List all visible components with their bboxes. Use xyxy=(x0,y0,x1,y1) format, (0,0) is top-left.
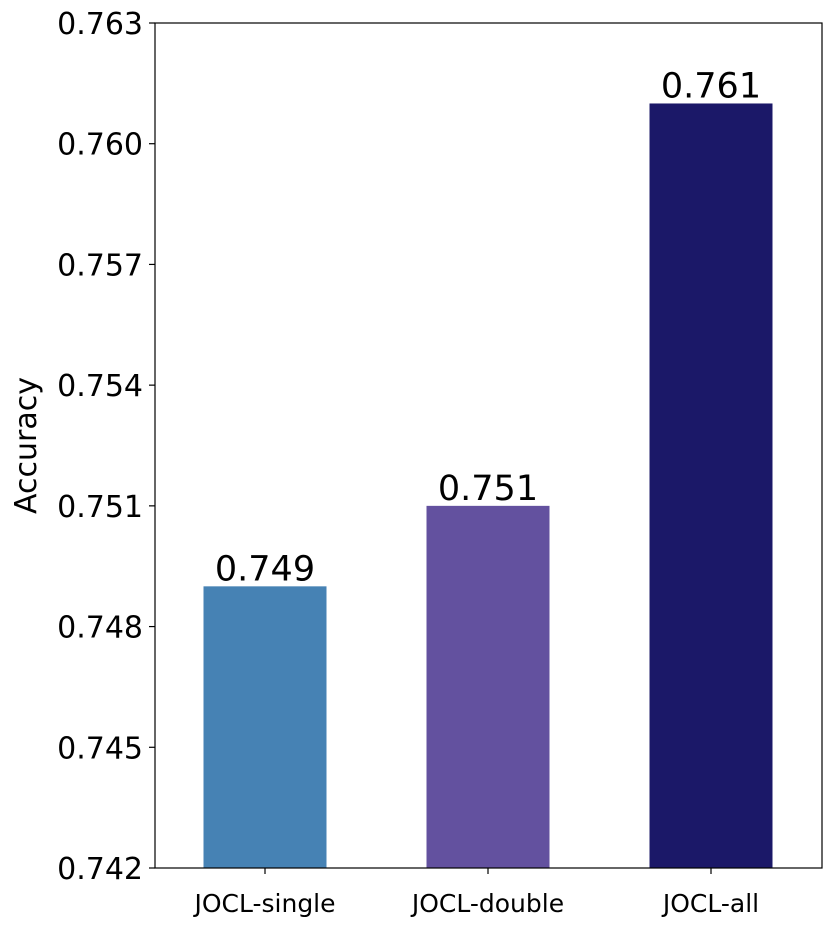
x-tick-label: JOCL-all xyxy=(661,889,759,918)
y-tick-label: 0.757 xyxy=(57,248,143,283)
bar-jocl-single xyxy=(203,586,327,868)
y-tick-label: 0.742 xyxy=(57,852,143,887)
bar-jocl-double xyxy=(426,505,550,868)
y-tick-label: 0.763 xyxy=(57,7,143,42)
x-tick-label: JOCL-double xyxy=(410,889,564,918)
value-labels: 0.749 0.751 0.761 xyxy=(215,66,761,589)
y-tick-label: 0.754 xyxy=(57,369,143,404)
y-axis-title: Accuracy xyxy=(9,377,44,514)
y-tick-label: 0.751 xyxy=(57,490,143,525)
x-axis-labels: JOCL-single JOCL-double JOCL-all xyxy=(192,868,759,918)
x-tick-label: JOCL-single xyxy=(192,889,335,918)
plot-frame xyxy=(154,22,823,869)
y-tick-label: 0.748 xyxy=(57,611,143,646)
y-tick-label: 0.745 xyxy=(57,731,143,766)
bar-value-label: 0.749 xyxy=(215,549,315,589)
bars xyxy=(203,103,773,868)
bar-value-label: 0.761 xyxy=(661,66,761,106)
y-tick-label: 0.760 xyxy=(57,128,143,163)
bar-value-label: 0.751 xyxy=(438,469,538,509)
bar-jocl-all xyxy=(649,103,773,868)
y-axis-ticks: 0.742 0.745 0.748 0.751 0.754 0.757 0.760 0.763 xyxy=(57,7,155,887)
